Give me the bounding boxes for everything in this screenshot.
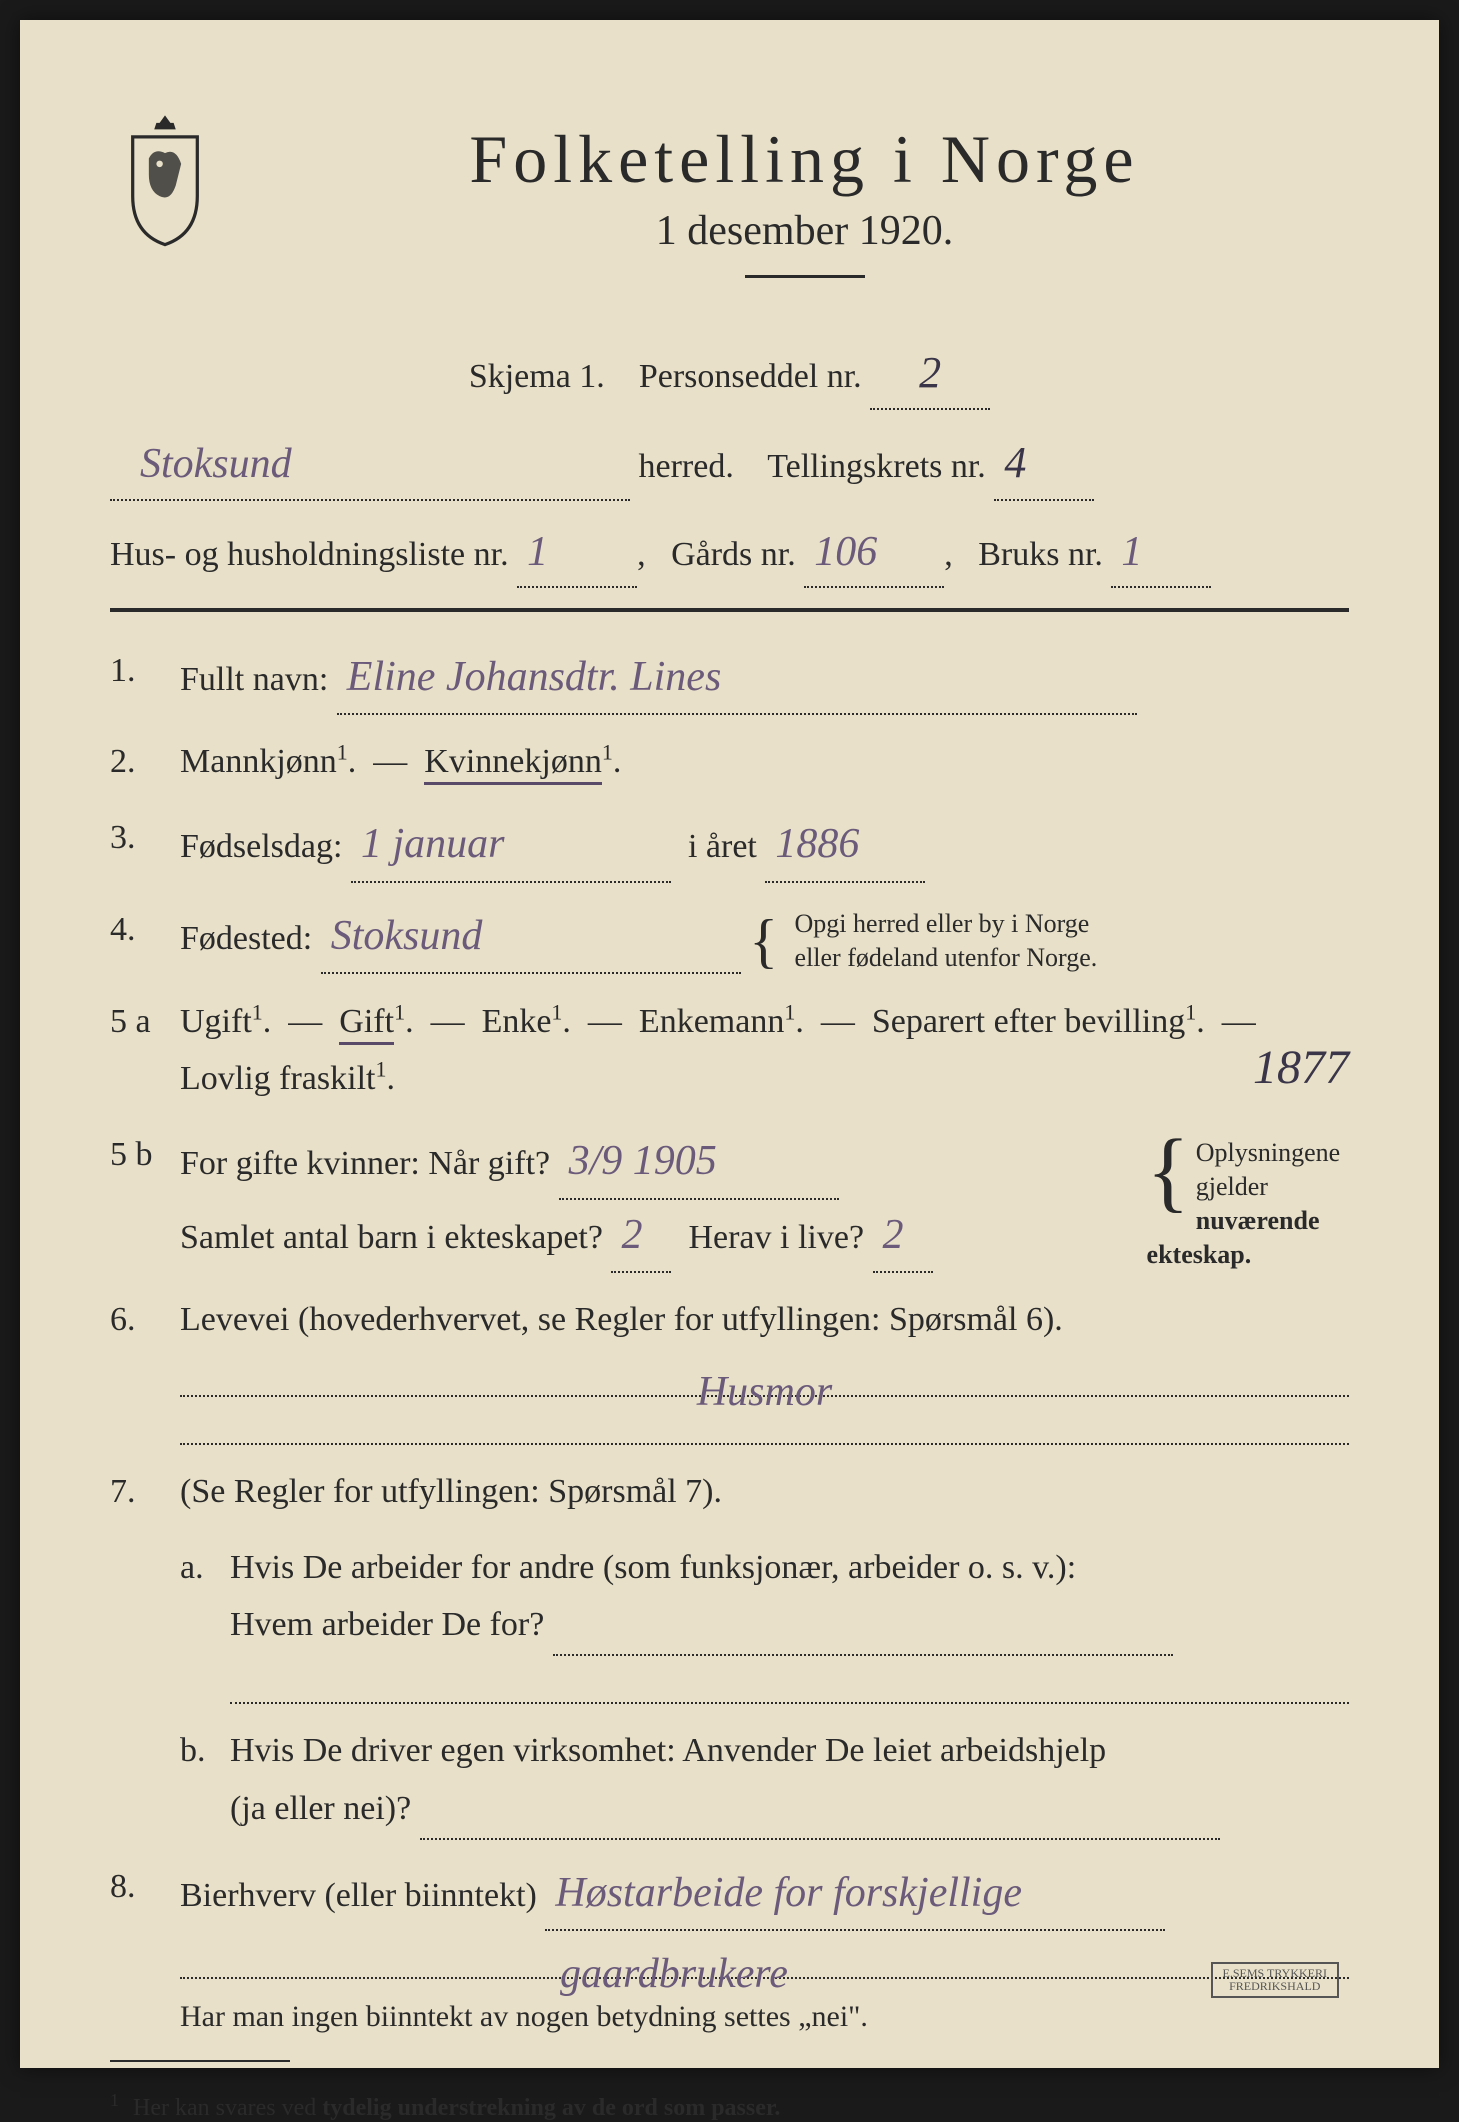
q5a-separert: Separert efter bevilling: [872, 1003, 1185, 1040]
q1-label: Fullt navn:: [180, 661, 328, 698]
q5a-ugift: Ugift: [180, 1003, 252, 1040]
footnote-pre: Her kan svares ved: [133, 2095, 322, 2121]
telling-label: Tellingskrets nr.: [767, 448, 986, 485]
q7a-label2: Hvem arbeider De for?: [230, 1606, 544, 1643]
q3-yearlabel: i året: [688, 828, 757, 865]
gard-label: Gårds nr.: [671, 536, 796, 573]
q7: 7. (Se Regler for utfyllingen: Spørsmål …: [110, 1463, 1349, 1521]
q5a-gift: Gift: [339, 1003, 394, 1045]
divider: [745, 275, 865, 278]
footnote: 1 Her kan svares ved tydelig understrekn…: [110, 2082, 1349, 2122]
gard-nr: 106: [814, 519, 877, 586]
thick-rule: [110, 608, 1349, 612]
q5b-live: 2: [883, 1200, 904, 1271]
q5b-note1: Oplysningene: [1196, 1138, 1340, 1167]
footnote-num: 1: [110, 2090, 119, 2110]
q1: 1. Fullt navn: Eline Johansdtr. Lines: [110, 642, 1349, 715]
person-label: Personseddel nr.: [639, 358, 862, 395]
q7a: a. Hvis De arbeider for andre (som funks…: [180, 1539, 1349, 1705]
q1-num: 1.: [110, 642, 180, 715]
q3-day: 1 januar: [361, 809, 505, 880]
coat-of-arms-icon: [110, 110, 220, 250]
q5b-num: 5 b: [110, 1126, 180, 1273]
q6-value: Husmor: [697, 1357, 832, 1428]
q8: 8. Bierhverv (eller biinntekt) Høstarbei…: [110, 1858, 1349, 2042]
q5a-lovlig: Lovlig fraskilt: [180, 1060, 375, 1097]
stamp-line1: E.SEMS TRYKKERI: [1223, 1967, 1327, 1980]
q4-note1: Opgi herred eller by i Norge: [795, 909, 1090, 938]
q7-num: 7.: [110, 1463, 180, 1521]
q3-year: 1886: [775, 809, 859, 880]
stamp-line2: FREDRIKSHALD: [1223, 1980, 1327, 1993]
q2-num: 2.: [110, 733, 180, 791]
q1-value: Eline Johansdtr. Lines: [347, 642, 722, 713]
q5a-enke: Enke: [482, 1003, 552, 1040]
q5b-note3: ekteskap.: [1147, 1240, 1252, 1269]
q6-num: 6.: [110, 1291, 180, 1445]
q5b-note2b: nuværende: [1196, 1206, 1320, 1235]
q4: 4. Fødested: Stoksund { Opgi herred elle…: [110, 901, 1349, 975]
q4-num: 4.: [110, 901, 180, 975]
q8-num: 8.: [110, 1858, 180, 2042]
q7a-label: Hvis De arbeider for andre (som funksjon…: [230, 1549, 1076, 1586]
q5b-label2: Samlet antal barn i ekteskapet?: [180, 1219, 603, 1256]
main-title: Folketelling i Norge: [260, 120, 1349, 199]
q4-note2: eller fødeland utenfor Norge.: [795, 943, 1098, 972]
q3: 3. Fødselsdag: 1 januar i året 1886: [110, 809, 1349, 882]
q8-value1: Høstarbeide for forskjellige: [555, 1858, 1022, 1929]
q3-label: Fødselsdag:: [180, 828, 342, 865]
q7b-label2: (ja eller nei)?: [230, 1790, 411, 1827]
q7b-label: Hvis De driver egen virksomhet: Anvender…: [230, 1732, 1106, 1769]
herred-line: Stoksund herred. Tellingskrets nr. 4: [110, 428, 1349, 500]
hus-line: Hus- og husholdningsliste nr. 1, Gårds n…: [110, 519, 1349, 588]
q6: 6. Levevei (hovederhvervet, se Regler fo…: [110, 1291, 1349, 1445]
q4-value: Stoksund: [331, 901, 483, 972]
q2-kvinne: Kvinnekjønn: [424, 743, 602, 785]
q5b-total: 2: [621, 1200, 642, 1271]
q7b: b. Hvis De driver egen virksomhet: Anven…: [180, 1722, 1349, 1840]
bruks-label: Bruks nr.: [978, 536, 1103, 573]
footnote-bold: tydelig understrekning av de ord som pas…: [322, 2095, 780, 2121]
q8-value2: gaardbrukere: [560, 1939, 788, 2010]
q5a-margin: 1877: [1253, 1027, 1349, 1109]
q8-label: Bierhverv (eller biinntekt): [180, 1877, 537, 1914]
subtitle: 1 desember 1920.: [260, 207, 1349, 255]
header: Folketelling i Norge 1 desember 1920.: [110, 120, 1349, 308]
skjema-line: Skjema 1. Personseddel nr. 2: [110, 338, 1349, 410]
q5b-label1: For gifte kvinner: Når gift?: [180, 1145, 550, 1182]
q5a: 5 a Ugift1. — Gift1. — Enke1. — Enkemann…: [110, 993, 1349, 1109]
bruks-nr: 1: [1121, 519, 1142, 586]
q2-mann: Mannkjønn: [180, 743, 337, 780]
telling-nr: 4: [1004, 438, 1026, 487]
q5a-num: 5 a: [110, 993, 180, 1109]
q2: 2. Mannkjønn1. — Kvinnekjønn1.: [110, 733, 1349, 791]
printer-stamp: E.SEMS TRYKKERI FREDRIKSHALD: [1211, 1962, 1339, 1998]
q6-label: Levevei (hovederhvervet, se Regler for u…: [180, 1301, 1063, 1338]
hus-label: Hus- og husholdningsliste nr.: [110, 536, 509, 573]
q5b-date: 3/9 1905: [569, 1126, 717, 1197]
herred-name: Stoksund: [140, 431, 292, 498]
bottom-rule: [110, 2060, 290, 2062]
q3-num: 3.: [110, 809, 180, 882]
q7-label: (Se Regler for utfyllingen: Spørsmål 7).: [180, 1473, 722, 1510]
q5b: 5 b { Oplysningene gjelder nuværende ekt…: [110, 1126, 1349, 1273]
census-form-page: Folketelling i Norge 1 desember 1920. Sk…: [20, 20, 1439, 2068]
q5a-enkemann: Enkemann: [639, 1003, 784, 1040]
q5b-label3: Herav i live?: [688, 1219, 864, 1256]
herred-label: herred.: [639, 448, 734, 485]
person-nr: 2: [919, 348, 941, 397]
hus-nr: 1: [527, 519, 548, 586]
q4-label: Fødested:: [180, 920, 312, 957]
skjema-label: Skjema 1.: [469, 358, 605, 395]
title-block: Folketelling i Norge 1 desember 1920.: [260, 120, 1349, 308]
